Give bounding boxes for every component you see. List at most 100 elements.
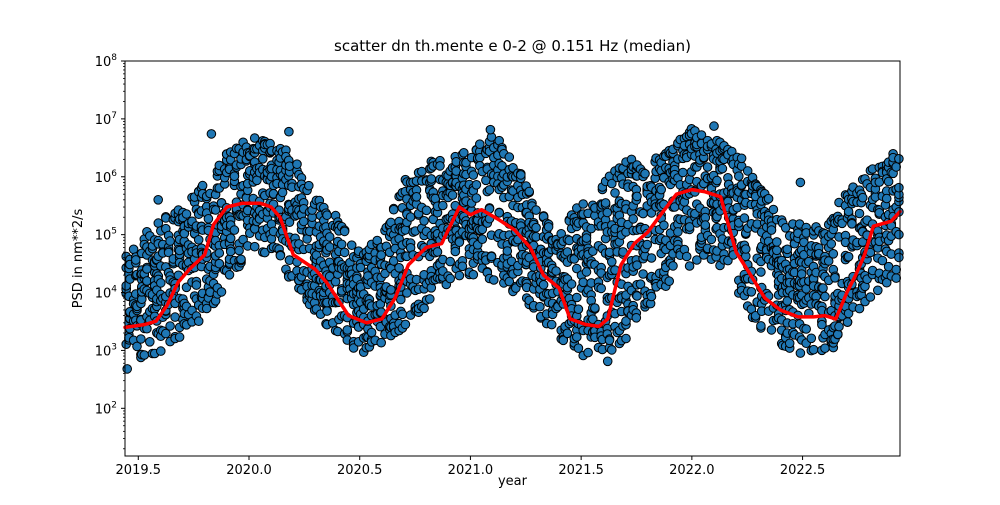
scatter-point xyxy=(486,251,497,262)
y-tick-exponent: 6 xyxy=(111,169,117,179)
scatter-point xyxy=(640,168,650,179)
scatter-point xyxy=(249,133,260,143)
scatter-point xyxy=(894,229,904,240)
scatter-point xyxy=(457,261,468,272)
scatter-point xyxy=(894,252,904,263)
scatter-point xyxy=(210,205,221,215)
scatter-point xyxy=(632,291,642,301)
scatter-point xyxy=(583,347,593,358)
scatter-point xyxy=(602,207,613,218)
scatter-point xyxy=(258,154,268,164)
x-tick-label: 2022.5 xyxy=(780,463,826,478)
scatter-point xyxy=(516,170,526,180)
scatter-point xyxy=(828,249,839,259)
x-tick-label: 2021.0 xyxy=(448,463,494,478)
scatter-point xyxy=(607,345,617,355)
x-tick-label: 2020.5 xyxy=(337,463,383,478)
scatter-point xyxy=(425,294,435,304)
scatter-point xyxy=(588,314,598,325)
scatter-point xyxy=(881,193,892,204)
scatter-point xyxy=(646,253,657,263)
scatter-point xyxy=(249,241,260,252)
scatter-point xyxy=(602,356,613,367)
x-tick-label: 2021.5 xyxy=(558,463,604,478)
chart-title: scatter dn th.mente e 0-2 @ 0.151 Hz (me… xyxy=(334,37,691,55)
scatter-point xyxy=(659,220,669,231)
y-tick-label: 108 xyxy=(95,53,118,70)
scatter-point xyxy=(668,261,678,271)
y-tick-exponent: 4 xyxy=(111,285,117,295)
scatter-point xyxy=(485,124,496,135)
scatter-point xyxy=(581,233,592,243)
scatter-point xyxy=(324,232,335,242)
scatter-point xyxy=(386,285,396,295)
scatter-point xyxy=(454,237,465,247)
scatter-point xyxy=(417,166,427,177)
y-tick-base: 10 xyxy=(95,402,112,417)
scatter-point xyxy=(468,269,479,280)
scatter-point xyxy=(891,162,902,172)
scatter-point xyxy=(578,277,589,288)
scatter-point xyxy=(419,303,429,314)
scatter-point xyxy=(284,217,295,227)
scatter-point xyxy=(546,319,557,330)
scatter-point xyxy=(756,321,766,331)
scatter-point xyxy=(638,208,648,219)
scatter-point xyxy=(366,327,377,338)
scatter-point xyxy=(445,273,456,284)
scatter-point xyxy=(339,226,350,237)
scatter-point xyxy=(756,267,766,277)
scatter-point xyxy=(304,180,314,191)
x-axis-label: year xyxy=(498,474,528,489)
scatter-point xyxy=(578,199,589,209)
scatter-point xyxy=(795,348,806,358)
scatter-point xyxy=(216,287,227,297)
scatter-point xyxy=(139,350,150,360)
scatter-point xyxy=(229,225,240,235)
scatter-point xyxy=(324,242,335,252)
scatter-point xyxy=(450,246,461,257)
scatter-point xyxy=(562,328,573,339)
scatter-point xyxy=(572,332,582,342)
scatter-point xyxy=(275,250,286,261)
y-tick-label: 103 xyxy=(95,342,117,359)
scatter-point xyxy=(543,222,554,232)
scatter-point xyxy=(604,335,615,346)
scatter-point xyxy=(746,287,757,297)
y-tick-base: 10 xyxy=(95,344,112,359)
scatter-point xyxy=(702,162,713,172)
scatter-point xyxy=(193,235,204,245)
scatter-point xyxy=(400,319,411,330)
scatter-point xyxy=(165,236,175,246)
scatter-point xyxy=(717,163,728,174)
scatter-point xyxy=(238,234,248,245)
scatter-point xyxy=(806,333,817,344)
scatter-point xyxy=(673,227,683,237)
scatter-point xyxy=(163,247,174,258)
scatter-point xyxy=(524,186,535,197)
scatter-point xyxy=(165,321,175,331)
scatter-point xyxy=(394,263,404,273)
scatter-point xyxy=(766,225,777,235)
scatter-point xyxy=(459,148,469,158)
scatter-point xyxy=(772,237,782,247)
y-tick-exponent: 3 xyxy=(111,342,117,352)
scatter-point xyxy=(193,316,204,327)
scatter-point xyxy=(201,303,212,314)
scatter-point xyxy=(741,244,751,254)
scatter-point xyxy=(638,269,648,279)
scatter-point xyxy=(153,195,163,205)
scatter-point xyxy=(566,279,577,289)
scatter-point xyxy=(156,346,166,356)
scatter-point xyxy=(131,255,141,265)
scatter-point xyxy=(621,316,631,326)
scatter-point xyxy=(596,283,607,294)
scatter-point xyxy=(766,325,777,335)
y-tick-label: 104 xyxy=(95,285,118,302)
scatter-point xyxy=(883,176,894,187)
scatter-point xyxy=(471,180,482,190)
scatter-point xyxy=(346,240,357,250)
scatter-point xyxy=(857,192,868,203)
y-tick-base: 10 xyxy=(95,113,112,128)
